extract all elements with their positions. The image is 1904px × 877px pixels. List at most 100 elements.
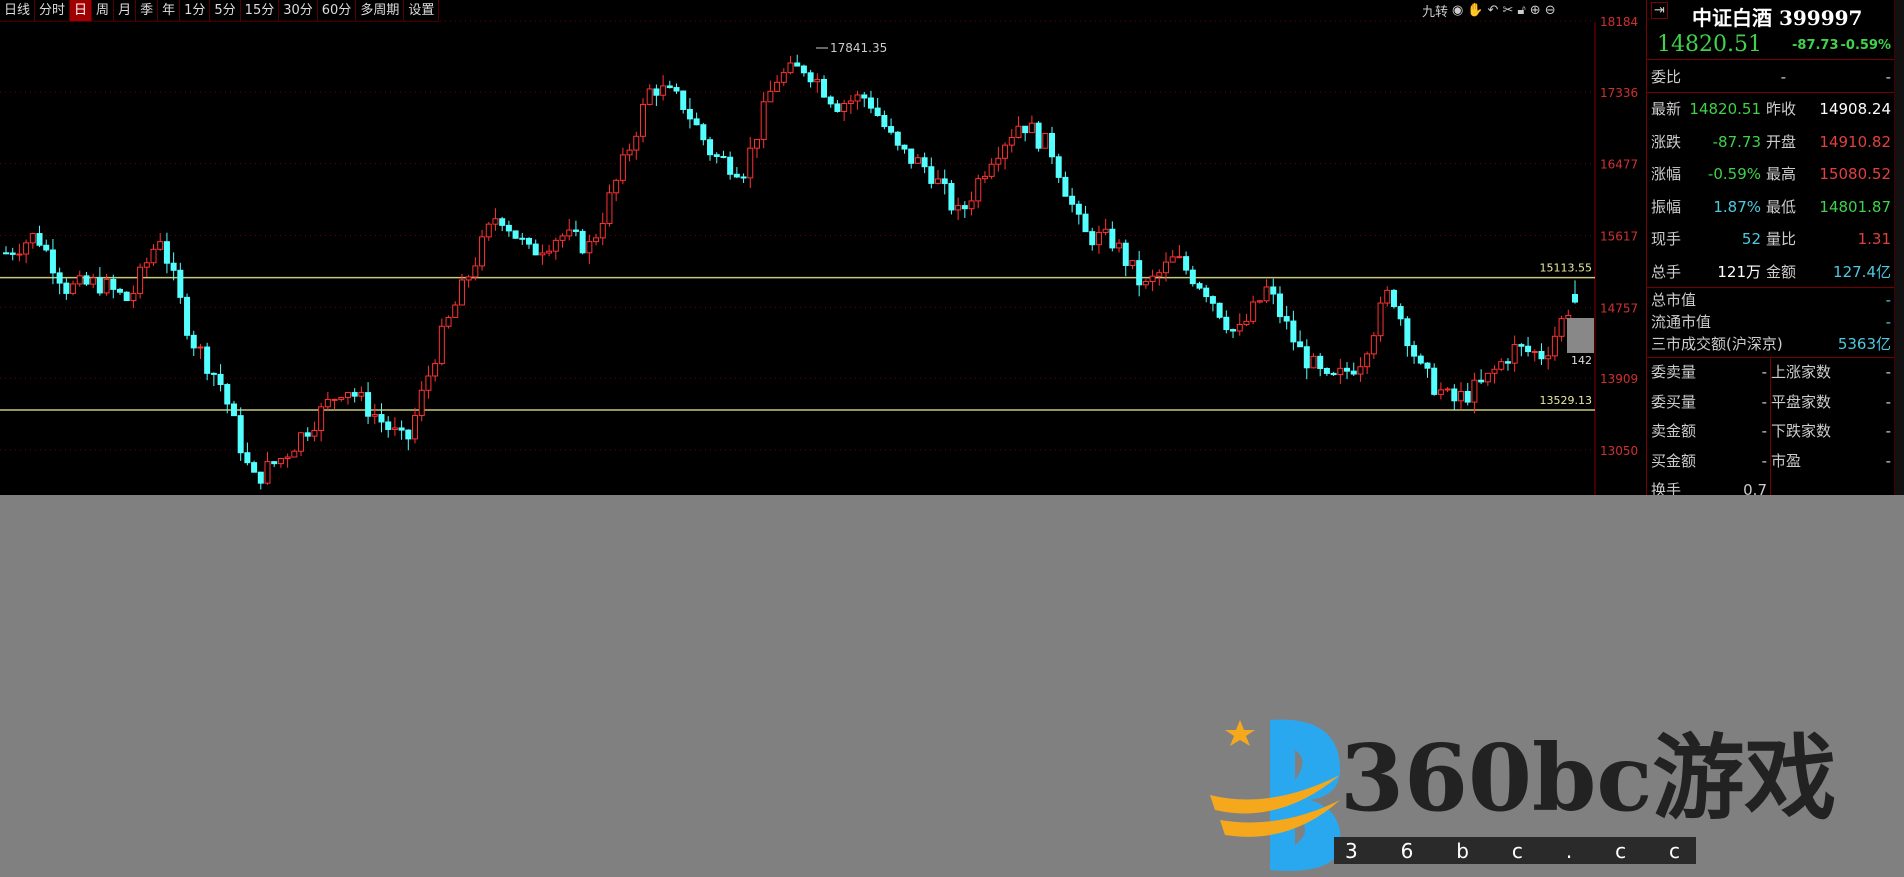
candle-up [1095,231,1102,246]
period-tab[interactable]: 30分 [279,0,318,21]
candle-down [526,237,532,245]
candle-down [224,384,231,405]
y-tick-label: 17336 [1600,86,1638,100]
candle-up [1162,261,1169,274]
period-tab[interactable]: 60分 [318,0,357,21]
collapse-icon[interactable]: ⇥ [1651,2,1668,19]
candle-up [1444,388,1451,391]
candle-down [1069,195,1076,205]
period-tab[interactable]: 月 [114,0,137,21]
candle-down [1297,341,1304,348]
period-tab[interactable]: 周 [92,0,115,21]
candle-down [271,461,278,465]
candle-up [90,277,97,285]
period-tab[interactable]: 日 [70,0,93,21]
candle-down [1049,132,1055,158]
book-label: 买金额 [1651,451,1697,470]
candle-up [787,62,794,74]
zoom-out-icon[interactable]: ⊖ [1544,2,1556,18]
candle-down [1035,122,1042,149]
candle-down [827,96,834,105]
period-tab[interactable]: 季 [136,0,159,21]
book-label: 卖金额 [1651,422,1697,440]
book-label: 换手 [1651,481,1682,495]
period-tab[interactable]: 1分 [180,0,211,21]
candle-down [257,471,264,484]
candle-down [1303,346,1310,369]
period-tab[interactable]: 15分 [241,0,280,21]
candle-down [116,288,123,293]
period-tab[interactable]: 设置 [404,0,440,21]
candle-up [324,398,331,408]
candle-up [1364,353,1371,368]
candle-up [150,248,157,264]
candle-down [579,230,586,254]
candle-down [834,103,841,112]
candle-down [1451,388,1458,402]
candle-down [304,432,311,437]
candle-down [1089,231,1096,246]
candle-up [780,72,787,83]
candle-up [747,147,754,179]
field-label: 总手 [1651,262,1682,281]
candle-down [217,373,224,386]
candle-down [1203,287,1210,298]
candle-down [572,229,579,232]
eye-icon[interactable]: ◉ [1452,2,1464,18]
field-label: 振幅 [1651,197,1682,216]
lock-icon[interactable]: 🔓︎ [1517,2,1526,18]
field-value: 127.4亿 [1833,262,1891,281]
scissors-icon[interactable]: ✂ [1502,2,1514,18]
weibi-value: - [1780,68,1786,86]
period-tab[interactable]: 日线 [0,0,36,21]
candle-down [1136,260,1143,286]
quote-panel: ⇥ 中证白酒 399997 14820.51 -87.73 -0.59% 委比 -… [1646,0,1895,495]
candle-down [1431,367,1438,395]
candle-up [23,242,30,255]
kline-chart[interactable]: 18184 17336 16477 15617 14757 13909 13050 15113… [0,0,1645,495]
candle-down [36,233,43,246]
candle-up [1384,289,1391,304]
candle-down [807,72,814,83]
candle-up [1250,301,1257,322]
period-tab[interactable]: 多周期 [356,0,405,21]
hand-icon[interactable]: ✋ [1467,2,1484,18]
candle-down [1464,390,1471,403]
candle-up [1149,275,1156,283]
period-tab[interactable]: 年 [158,0,181,21]
candle-down [532,243,539,256]
field-value: 121万 [1717,262,1761,281]
candle-up [1243,320,1250,325]
undo-icon[interactable]: ↶ [1487,2,1499,18]
candle-up [371,414,378,417]
book-value: - [1761,451,1767,470]
market-value: 5363亿 [1837,335,1891,353]
period-tab[interactable]: 5分 [210,0,241,21]
candle-up [465,276,472,281]
candle-down [1209,296,1216,304]
candle-down [1183,256,1190,271]
candle-down [1223,316,1230,331]
candle-up [1545,355,1552,360]
candle-down [894,131,901,146]
nine-turn-button[interactable]: 九转 [1422,4,1449,20]
candle-down [9,252,16,255]
hline-label: 15113.55 [1540,262,1593,275]
svg-text:36bc.cc: 36bc.cc [1345,839,1680,863]
candle-up [774,81,781,92]
candle-up [458,279,465,306]
candle-down [1270,286,1277,295]
candle-up [1491,368,1498,374]
y-tick-label: 13909 [1600,372,1638,386]
candle-up [1015,125,1022,138]
candle-down [96,277,103,294]
panel-scrollbar[interactable] [1894,0,1904,495]
candle-down [365,392,372,417]
candle-up [1028,122,1035,134]
candle-up [311,430,318,437]
period-tab[interactable]: 分时 [35,0,71,21]
book-value: 0.7 [1743,481,1767,495]
zoom-in-icon[interactable]: ⊕ [1529,2,1541,18]
stock-code: 399997 [1778,6,1863,30]
book-label: 委卖量 [1651,363,1697,381]
